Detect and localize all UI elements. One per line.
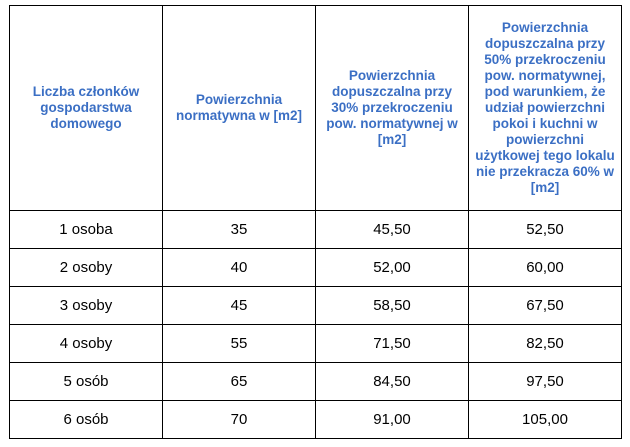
cell-normative-area: 40 [162,248,316,287]
header-allowed-area-50: Powierzchnia dopuszczalna przy 50% przek… [468,5,622,211]
table-body: 1 osoba 35 45,50 52,50 2 osoby 40 52,00 … [9,210,622,439]
table-row: 3 osoby 45 58,50 67,50 [9,286,622,325]
cell-area-50: 60,00 [468,248,622,287]
cell-area-30: 58,50 [315,286,469,325]
cell-members: 1 osoba [9,210,163,249]
cell-normative-area: 55 [162,324,316,363]
cell-area-30: 52,00 [315,248,469,287]
cell-normative-area: 35 [162,210,316,249]
cell-area-50: 97,50 [468,362,622,401]
cell-members: 5 osób [9,362,163,401]
cell-area-30: 45,50 [315,210,469,249]
header-row: Liczba członków gospodarstwa domowego Po… [9,5,622,211]
table-row: 1 osoba 35 45,50 52,50 [9,210,622,249]
cell-members: 3 osoby [9,286,163,325]
cell-normative-area: 70 [162,400,316,439]
header-household-members: Liczba członków gospodarstwa domowego [9,5,163,211]
cell-area-30: 84,50 [315,362,469,401]
cell-area-50: 52,50 [468,210,622,249]
table-row: 6 osób 70 91,00 105,00 [9,400,622,439]
cell-normative-area: 65 [162,362,316,401]
cell-area-50: 105,00 [468,400,622,439]
cell-members: 4 osoby [9,324,163,363]
housing-norms-table: Liczba członków gospodarstwa domowego Po… [9,5,622,439]
cell-area-50: 67,50 [468,286,622,325]
table-header: Liczba członków gospodarstwa domowego Po… [9,5,622,211]
table-row: 5 osób 65 84,50 97,50 [9,362,622,401]
header-normative-area: Powierzchnia normatywna w [m2] [162,5,316,211]
cell-area-50: 82,50 [468,324,622,363]
cell-normative-area: 45 [162,286,316,325]
cell-members: 2 osoby [9,248,163,287]
table-row: 2 osoby 40 52,00 60,00 [9,248,622,287]
cell-members: 6 osób [9,400,163,439]
header-allowed-area-30: Powierzchnia dopuszczalna przy 30% przek… [315,5,469,211]
cell-area-30: 91,00 [315,400,469,439]
table-row: 4 osoby 55 71,50 82,50 [9,324,622,363]
cell-area-30: 71,50 [315,324,469,363]
